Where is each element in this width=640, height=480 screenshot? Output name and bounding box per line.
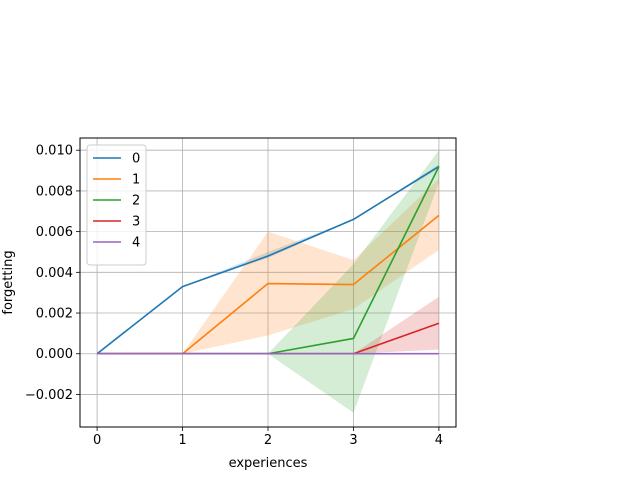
- x-axis-label: experiences: [229, 456, 308, 471]
- legend-box: [86, 144, 147, 266]
- x-axis-ticks: 0 1 2 3 4: [93, 427, 443, 448]
- legend-label-0: 0: [132, 152, 140, 167]
- legend-label-4: 4: [132, 236, 140, 251]
- legend-label-2: 2: [132, 194, 140, 209]
- y-tick-label: −0.002: [25, 388, 73, 403]
- x-tick-label: 3: [349, 433, 357, 448]
- band-series-3: [97, 296, 439, 354]
- x-tick-label: 1: [178, 433, 186, 448]
- x-tick-label: 4: [435, 433, 443, 448]
- confidence-bands: [97, 150, 439, 413]
- y-tick-label: 0.002: [36, 307, 73, 322]
- y-tick-label: 0.000: [36, 347, 73, 362]
- y-tick-label: 0.006: [36, 225, 73, 240]
- legend-label-3: 3: [132, 215, 140, 230]
- series-lines: [96, 165, 440, 355]
- legend-label-1: 1: [132, 173, 140, 188]
- x-tick-label: 0: [93, 433, 101, 448]
- y-tick-label: 0.004: [36, 266, 73, 281]
- line-series-0: [96, 165, 440, 355]
- x-tick-label: 2: [264, 433, 272, 448]
- band-series-1: [97, 178, 439, 354]
- band-series-2: [97, 150, 439, 413]
- y-axis-label: forgetting: [1, 250, 16, 314]
- y-tick-label: 0.008: [36, 184, 73, 199]
- y-axis-ticks: −0.002 0.000 0.002 0.004 0.006 0.008 0.010: [25, 144, 80, 403]
- legend: 0 1 2 3 4: [86, 144, 147, 266]
- y-tick-label: 0.010: [36, 144, 73, 159]
- grid: [80, 138, 456, 427]
